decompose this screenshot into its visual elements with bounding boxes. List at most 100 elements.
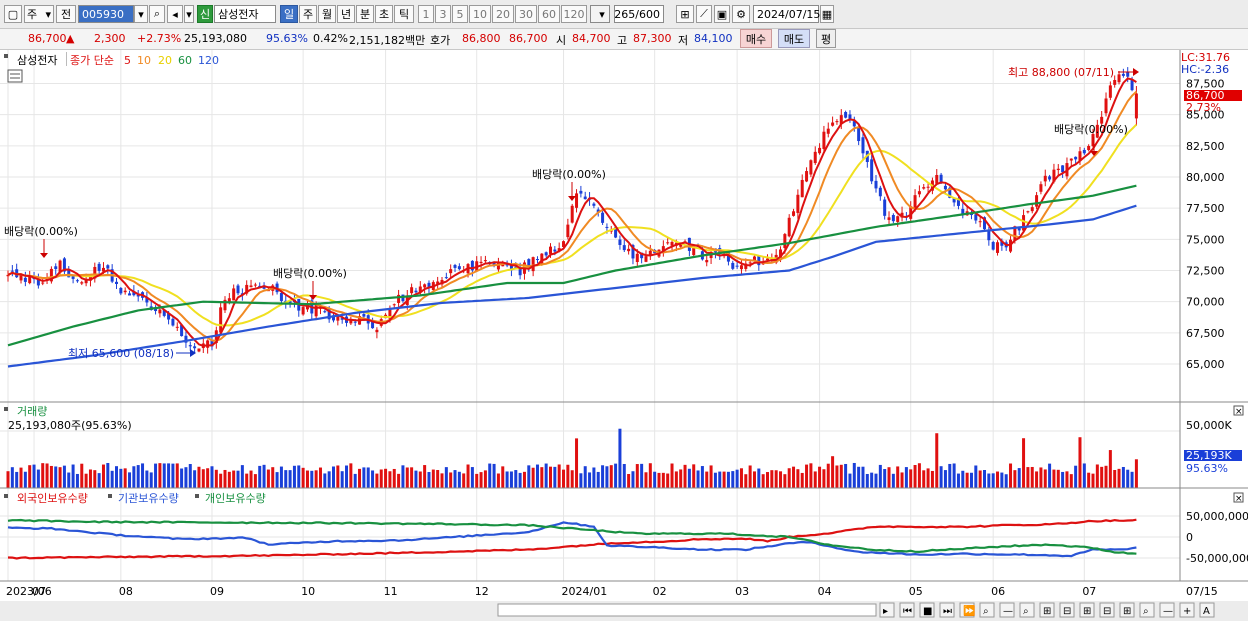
volume-bar — [1134, 459, 1138, 488]
grid-icon[interactable] — [1039, 602, 1055, 618]
candle-body — [835, 121, 839, 123]
calendar-icon[interactable]: ▦ — [820, 5, 834, 23]
count-input[interactable]: 265/600 — [614, 5, 664, 23]
volume-bar — [284, 470, 288, 488]
period-year[interactable]: 년 — [337, 5, 355, 23]
forward-icon[interactable] — [959, 602, 975, 618]
volume-bar — [826, 463, 830, 488]
font-icon[interactable] — [1199, 602, 1215, 618]
stock-chart[interactable]: 65,000 67,500 70,000 72,500 75,000 77,500 80,0… — [0, 50, 1248, 621]
interval-3[interactable]: 3 — [435, 5, 451, 23]
interval-5[interactable]: 5 — [452, 5, 468, 23]
scrollbar-thumb[interactable] — [497, 603, 877, 617]
candle-body — [557, 248, 561, 252]
minus-icon[interactable] — [1159, 602, 1175, 618]
volume-bar — [952, 463, 956, 488]
legend-ma20: 20 — [158, 54, 172, 67]
save-icon[interactable]: ▣ — [714, 5, 730, 23]
volume-bar — [440, 473, 444, 488]
volume-bar — [1095, 464, 1099, 488]
zoom-icon-glyph: ⌕ — [1023, 606, 1029, 617]
code-input[interactable]: 005930 — [78, 5, 134, 23]
close-icon[interactable] — [1233, 492, 1244, 503]
zoom-icon[interactable] — [979, 602, 995, 618]
price-tick: 87,500 — [1186, 78, 1225, 91]
period-tick[interactable]: 틱 — [394, 5, 414, 23]
period-week[interactable]: 주 — [299, 5, 317, 23]
eval-button[interactable]: 평 — [816, 29, 836, 48]
volume-bar — [193, 470, 197, 488]
candle-body — [453, 265, 457, 268]
grid-icon[interactable] — [1079, 602, 1095, 618]
chevron-down-icon[interactable]: ▾ — [599, 7, 605, 21]
search-icon[interactable] — [1139, 602, 1155, 618]
volume-bar — [423, 465, 427, 488]
interval-1[interactable]: 1 — [418, 5, 434, 23]
sell-button[interactable]: 매도 — [778, 29, 810, 48]
candle-body — [227, 298, 231, 304]
volume-bar — [948, 463, 952, 488]
interval-60[interactable]: 60 — [538, 5, 560, 23]
candle-body — [852, 121, 856, 127]
play-icon[interactable] — [879, 602, 895, 618]
candle-body — [1078, 151, 1082, 162]
diagonal-icon[interactable]: ⟋ — [696, 5, 712, 23]
search-icon[interactable]: ⌕ — [149, 5, 165, 23]
interval-custom[interactable] — [590, 5, 610, 23]
interval-10[interactable]: 10 — [469, 5, 491, 23]
period-month[interactable]: 월 — [318, 5, 336, 23]
date-input[interactable]: 2024/07/15 — [753, 5, 820, 23]
stop-icon[interactable] — [919, 602, 935, 618]
plus-icon[interactable] — [1179, 602, 1195, 618]
minus-box-icon[interactable] — [1059, 602, 1075, 618]
grid-icon[interactable]: ⊞ — [676, 5, 694, 23]
type-select[interactable]: 주 ▾ — [24, 5, 54, 23]
candle-body — [535, 259, 539, 261]
period-second[interactable]: 초 — [375, 5, 393, 23]
candle-body — [175, 326, 179, 328]
minus-box-icon[interactable] — [1099, 602, 1115, 618]
volume-bar — [956, 473, 960, 488]
volume-bar — [557, 464, 561, 488]
candle-body — [327, 308, 331, 320]
gear-icon[interactable]: ⚙ — [732, 5, 750, 23]
volume-bar — [1030, 466, 1034, 488]
zoom-icon[interactable] — [1019, 602, 1035, 618]
arrow-down-icon — [1090, 151, 1098, 156]
last-icon[interactable] — [939, 602, 955, 618]
volume-bar — [366, 467, 370, 488]
chevron-down-icon[interactable]: ▾ — [134, 5, 148, 23]
stock-name[interactable]: 삼성전자 — [214, 5, 276, 23]
candle-body — [631, 245, 635, 259]
period-minute[interactable]: 분 — [356, 5, 374, 23]
volume-bar — [648, 463, 652, 488]
candle-body — [1030, 207, 1034, 212]
line-icon[interactable] — [999, 602, 1015, 618]
candle-body — [748, 262, 752, 264]
xaxis-month-label: 11 — [384, 585, 398, 598]
window-icon[interactable]: ▢ — [4, 5, 22, 23]
calculator-icon[interactable] — [7, 69, 23, 83]
lc-label: LC:31.76 — [1181, 51, 1230, 64]
volume-bar — [466, 464, 470, 488]
interval-30[interactable]: 30 — [515, 5, 537, 23]
first-icon[interactable] — [899, 602, 915, 618]
buy-button[interactable]: 매수 — [740, 29, 772, 48]
chevron-down-icon[interactable]: ▾ — [184, 5, 194, 23]
close-icon[interactable] — [1233, 405, 1244, 416]
interval-20[interactable]: 20 — [492, 5, 514, 23]
volume-bar — [692, 464, 696, 488]
volume-bar — [1017, 468, 1021, 488]
candle-body — [878, 187, 882, 197]
period-day[interactable]: 일 — [280, 5, 298, 23]
grid-icon[interactable] — [1119, 602, 1135, 618]
candle-body — [1104, 98, 1108, 114]
jeon-button[interactable]: 전 — [56, 5, 76, 23]
grid-icon-glyph: ⊞ — [1123, 606, 1131, 617]
volume-bar — [427, 472, 431, 488]
speaker-icon[interactable]: ◂ — [167, 5, 183, 23]
volume-bar — [141, 463, 145, 488]
interval-120[interactable]: 120 — [561, 5, 587, 23]
candle-body — [731, 262, 735, 269]
volume-bar — [188, 464, 192, 488]
